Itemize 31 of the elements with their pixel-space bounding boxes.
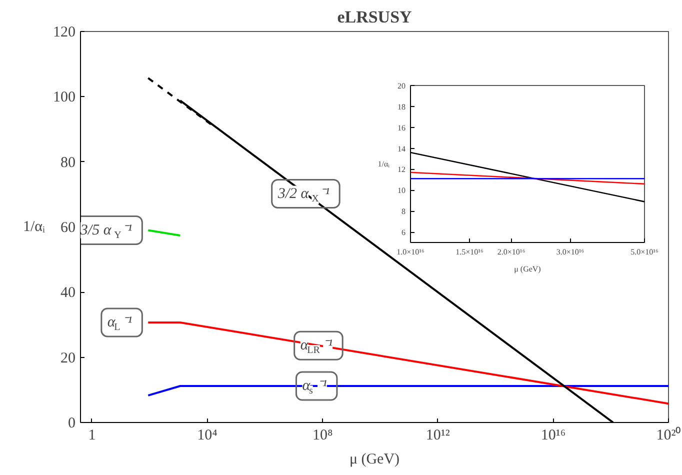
x-tick-label: 3.0×10¹⁶ [556,248,584,256]
x-tick-label: 10²⁰ [656,426,681,444]
x-axis-title: μ (GeV) [514,264,542,274]
y-tick-label: 10 [398,186,406,196]
y-axis-title: 1/αᵢ [23,219,46,235]
x-tick-label: 10¹² [426,428,450,444]
y-tick-label: 14 [398,144,406,154]
x-tick-label: 10⁸ [312,428,333,444]
y-tick-label: 100 [53,90,76,106]
x-axis-title: μ (GeV) [349,452,400,468]
y-tick-label: 8 [402,207,406,216]
x-tick-label: 5.0×10¹⁶ [630,248,659,256]
y-tick-label: 120 [53,24,76,40]
y-tick-label: 0 [68,416,76,432]
y-tick-label: 18 [398,102,406,112]
x-tick-label: 1 [88,428,96,444]
x-tick-label: 1.0×10¹⁶ [396,248,425,256]
x-tick-label: 10¹⁶ [540,428,566,444]
y-tick-label: 16 [398,123,406,132]
y-axis-title: 1/αᵢ [378,160,390,168]
y-tick-label: 20 [60,350,76,366]
y-tick-label: 60 [60,220,76,236]
y-tick-label: 12 [398,165,406,174]
y-tick-label: 20 [398,82,406,90]
chart-title: eLRSUSY [337,8,412,26]
y-tick-label: 80 [60,154,76,171]
x-tick-label: 2.0×10¹⁶ [497,248,526,256]
x-tick-label: 1.5×10¹⁶ [456,248,484,256]
x-tick-label: 10⁴ [197,428,218,444]
y-tick-label: 6 [402,228,406,238]
y-tick-label: 40 [60,285,76,302]
